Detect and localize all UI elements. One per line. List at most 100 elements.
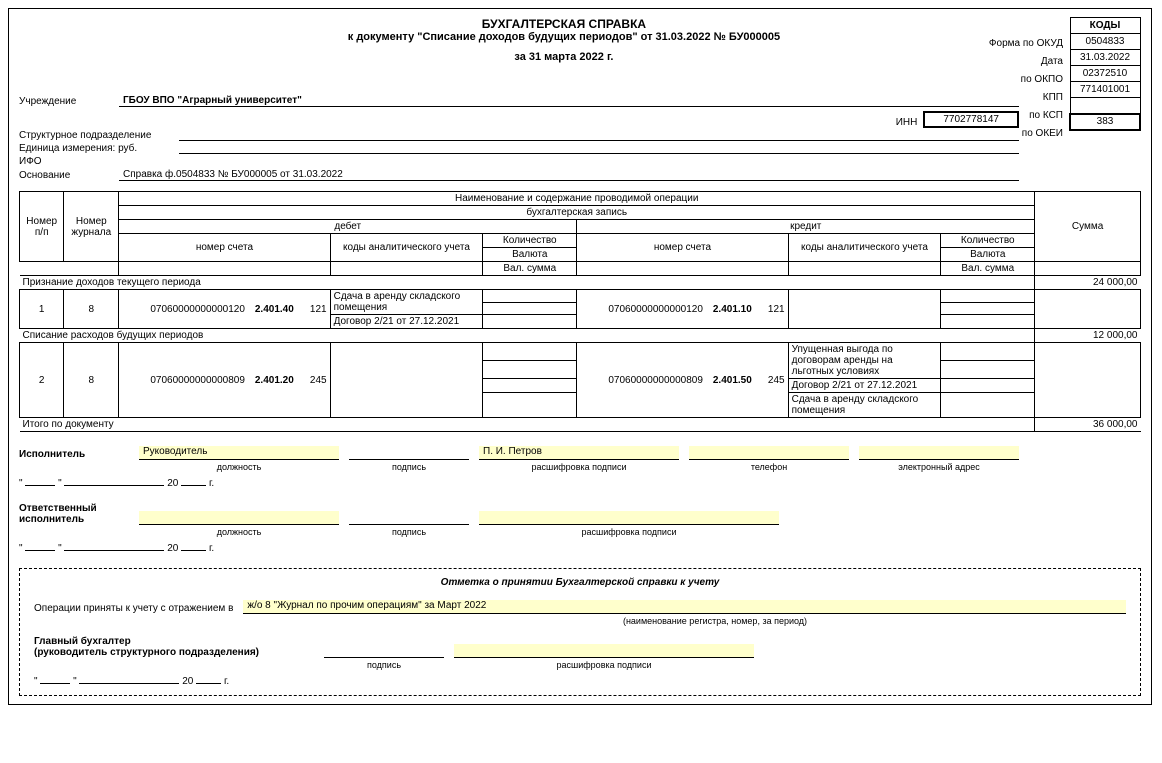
accept-title: Отметка о принятии Бухгалтерской справки… — [34, 577, 1126, 588]
th-oper: Наименование и содержание проводимой опе… — [119, 192, 1035, 206]
r1-can — [788, 290, 941, 329]
total-row: Итого по документу 36 000,00 — [20, 418, 1141, 432]
accept-journal: ж/о 8 "Журнал по прочим операциям" за Ма… — [243, 600, 1126, 614]
title-line2: к документу "Списание доходов будущих пе… — [139, 31, 989, 43]
total-sum: 36 000,00 — [1035, 418, 1141, 432]
r1-npp: 1 — [20, 290, 64, 329]
th-c-valsum: Вал. сумма — [941, 262, 1035, 276]
section2-sum: 12 000,00 — [1035, 329, 1141, 343]
sig-exec-row: Исполнитель Руководитель П. И. Петров — [19, 446, 1141, 460]
section2-title: Списание расходов будущих периодов — [20, 329, 1035, 343]
r2-dan — [330, 343, 483, 418]
cap-pos: должность — [139, 462, 339, 472]
r1-cqty — [941, 290, 1035, 303]
unit-label: Единица измерения: руб. — [19, 143, 179, 154]
osn-label: Основание — [19, 170, 119, 181]
r2-cacc2: 2.401.50 — [706, 343, 759, 418]
q2: " — [58, 478, 62, 489]
accept-journal-cap-row: (наименование регистра, номер, за период… — [34, 616, 1126, 626]
cap-sign: подпись — [349, 462, 469, 472]
cap-email: электронный адрес — [859, 462, 1019, 472]
d20: 20 — [167, 478, 178, 489]
chief-name — [454, 644, 754, 658]
r2-cacc1: 07060000000000809 — [577, 343, 706, 418]
th-c-qty: Количество — [941, 234, 1035, 248]
label-okpo: по ОКПО — [989, 71, 1063, 89]
cap-sign2: подпись — [349, 527, 469, 537]
r2-dacc2: 2.401.20 — [248, 343, 301, 418]
section2-header: Списание расходов будущих периодов 12 00… — [20, 329, 1141, 343]
table-row: 2 8 07060000000000809 2.401.20 245 07060… — [20, 343, 1141, 361]
r1-cacc2: 2.401.10 — [706, 290, 759, 329]
th-entry: бухгалтерская запись — [119, 206, 1035, 220]
th-debit: дебет — [119, 220, 577, 234]
code-okei: 383 — [1070, 114, 1140, 130]
dg: г. — [209, 478, 214, 489]
th-njour: Номер журнала — [64, 192, 119, 262]
exec-sign — [349, 446, 469, 460]
chief-sub: (руководитель структурного подразделения… — [34, 647, 314, 658]
r1-dan1: Сдача в аренду складского помещения — [330, 290, 483, 315]
th-d-analyt: коды аналитического учета — [330, 234, 483, 262]
info-osn: Основание Справка ф.0504833 № БУ000005 о… — [19, 169, 1019, 181]
th-d-curr: Валюта — [483, 248, 577, 262]
code-kpp: 771401001 — [1070, 82, 1140, 98]
code-okud: 0504833 — [1070, 34, 1140, 50]
th-d-valsum: Вал. сумма — [483, 262, 577, 276]
r1-cacc1: 07060000000000120 — [577, 290, 706, 329]
section1-header: Признание доходов текущего периода 24 00… — [20, 276, 1141, 290]
r2-dacc1: 07060000000000809 — [119, 343, 248, 418]
uchr-label: Учреждение — [19, 96, 119, 107]
resp-label: Ответственный исполнитель — [19, 503, 129, 525]
cap-name3: расшифровка подписи — [454, 660, 754, 670]
cap-name2: расшифровка подписи — [479, 527, 779, 537]
code-okpo: 02372510 — [1070, 66, 1140, 82]
th-d-qty: Количество — [483, 234, 577, 248]
th-d-account: номер счета — [119, 234, 330, 262]
dgc: г. — [224, 676, 229, 687]
uchr-value: ГБОУ ВПО "Аграрный университет" — [119, 95, 1019, 107]
info-struct: Структурное подразделение — [19, 130, 1019, 141]
r2-cqty — [941, 343, 1035, 361]
document-page: БУХГАЛТЕРСКАЯ СПРАВКА к документу "Списа… — [8, 8, 1152, 705]
label-date: Дата — [989, 53, 1063, 71]
exec-label: Исполнитель — [19, 449, 129, 460]
label-okud: Форма по ОКУД — [989, 35, 1063, 53]
title-block: БУХГАЛТЕРСКАЯ СПРАВКА к документу "Списа… — [139, 17, 989, 63]
codes-header: КОДЫ — [1070, 18, 1140, 34]
resp-pos — [139, 511, 339, 525]
q4: " — [58, 543, 62, 554]
chief-sign — [324, 644, 444, 658]
resp-date: " " 20 г. — [19, 543, 1141, 554]
r1-dqty — [483, 290, 577, 303]
total-label: Итого по документу — [20, 418, 1035, 432]
info-unit: Единица измерения: руб. — [19, 143, 1019, 154]
r2-can1: Упущенная выгода по договорам аренды на … — [788, 343, 941, 379]
q1: " — [19, 478, 23, 489]
r2-cacc3: 245 — [759, 343, 788, 418]
code-date: 31.03.2022 — [1070, 50, 1140, 66]
r2-sum — [1035, 343, 1141, 418]
resp-caption-row: должность подпись расшифровка подписи — [19, 527, 1141, 537]
exec-pos: Руководитель — [139, 446, 339, 460]
title-line3: за 31 марта 2022 г. — [139, 51, 989, 63]
table-row: 1 8 07060000000000120 2.401.40 121 Сдача… — [20, 290, 1141, 303]
r1-dacc3: 121 — [301, 290, 330, 329]
struct-label: Структурное подразделение — [19, 130, 179, 141]
ifo-label: ИФО — [19, 156, 1019, 167]
resp-sign — [349, 511, 469, 525]
r1-sum — [1035, 290, 1141, 329]
info-uchr: Учреждение ГБОУ ВПО "Аграрный университе… — [19, 95, 1019, 107]
th-c-analyt: коды аналитического учета — [788, 234, 941, 262]
r2-can2: Договор 2/21 от 27.12.2021 — [788, 379, 941, 393]
dgb: г. — [209, 543, 214, 554]
struct-value — [179, 140, 1019, 141]
accept-journal-row: Операции приняты к учету с отражением в … — [34, 600, 1126, 614]
r2-can3: Сдача в аренду складского помещения — [788, 393, 941, 418]
acceptance-box: Отметка о принятии Бухгалтерской справки… — [19, 568, 1141, 696]
section1-sum: 24 000,00 — [1035, 276, 1141, 290]
chief-date: " " 20 г. — [34, 676, 1126, 687]
cap-pos2: должность — [139, 527, 339, 537]
code-ksp — [1070, 98, 1140, 114]
exec-caption-row: должность подпись расшифровка подписи те… — [19, 462, 1141, 472]
